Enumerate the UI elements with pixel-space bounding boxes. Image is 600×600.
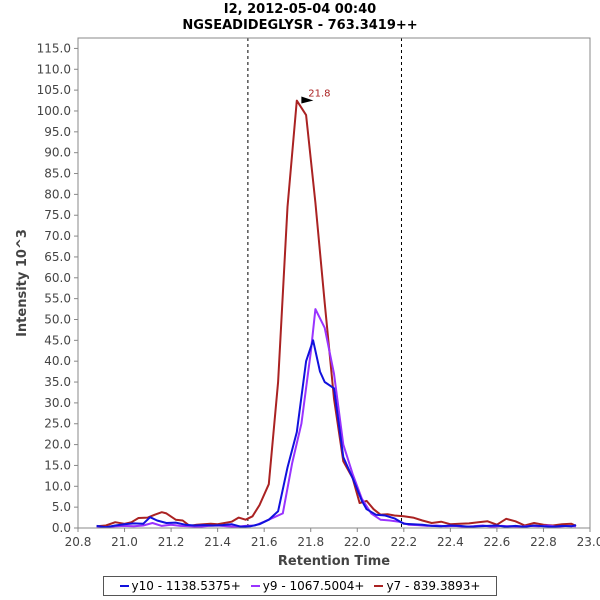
y-axis-title: Intensity 10^3 [15,229,30,337]
y-tick-label: 0.0 [52,521,71,535]
series-line-y7 [96,99,577,528]
x-tick-label: 22.2 [390,535,417,549]
y-tick-label: 15.0 [44,458,71,472]
x-tick-label: 21.6 [251,535,278,549]
y-tick-label: 10.0 [44,479,71,493]
x-axis: 20.8 21.0 21.2 21.4 21.6 21.8 22.0 22.2 22.4 22.6… [65,528,600,549]
y-tick-label: 20.0 [44,438,71,452]
y-tick-label: 65.0 [44,250,71,264]
y-tick-label: 90.0 [44,146,71,160]
peak-label: 21.8 [308,89,330,100]
y-tick-label: 40.0 [44,354,71,368]
legend-swatch [119,585,129,587]
y-tick-label: 70.0 [44,229,71,243]
annotation-layer: 21.8 [301,89,331,104]
chart-subtitle: NGSEADIDEGLYSR - 763.3419++ [182,18,417,33]
y-tick-label: 30.0 [44,396,71,410]
legend: y10 - 1138.5375+ y9 - 1067.5004+ y7 - 839.… [103,576,497,596]
y-tick-label: 60.0 [44,271,71,285]
y-tick-label: 110.0 [37,62,71,76]
x-tick-label: 20.8 [65,535,92,549]
chart-title: I2, 2012-05-04 00:40 [224,2,376,17]
legend-swatch [250,585,260,587]
plot-frame [77,37,591,529]
legend-swatch [374,585,384,587]
x-tick-label: 21.4 [204,535,231,549]
x-tick-label: 22.8 [530,535,557,549]
x-tick-label: 22.6 [484,535,511,549]
y-tick-label: 80.0 [44,187,71,201]
y-tick-label: 5.0 [52,500,71,514]
y-tick-label: 105.0 [37,83,71,97]
legend-label: y10 - 1138.5375+ [131,579,241,593]
x-tick-label: 22.4 [437,535,464,549]
boundary-lines [247,38,402,528]
series-line-y10 [96,339,577,529]
legend-label: y9 - 1067.5004+ [262,579,365,593]
y-tick-label: 115.0 [37,41,71,55]
y-tick-label: 85.0 [44,167,71,181]
y-tick-label: 75.0 [44,208,71,222]
x-tick-label: 21.2 [158,535,185,549]
legend-item: y9 - 1067.5004+ [250,579,365,593]
x-tick-label: 21.8 [297,535,324,549]
y-tick-label: 50.0 [44,312,71,326]
y-tick-label: 35.0 [44,375,71,389]
y-tick-label: 45.0 [44,333,71,347]
x-tick-label: 22.0 [344,535,371,549]
y-tick-label: 100.0 [37,104,71,118]
y-tick-label: 55.0 [44,292,71,306]
legend-label: y7 - 839.3893+ [386,579,481,593]
y-tick-label: 95.0 [44,125,71,139]
y-axis: 0.0 5.0 10.0 15.0 20.0 25.0 30.0 35.0 40.0 45.0 50… [37,41,78,535]
x-tick-label: 21.0 [111,535,138,549]
legend-item: y7 - 839.3893+ [374,579,480,593]
legend-item: y10 - 1138.5375+ [119,579,241,593]
series-layer [96,99,577,529]
peak-arrow-icon [301,96,314,104]
x-tick-label: 23.0 [577,535,600,549]
y-tick-label: 25.0 [44,417,71,431]
x-axis-title: Retention Time [278,554,390,569]
